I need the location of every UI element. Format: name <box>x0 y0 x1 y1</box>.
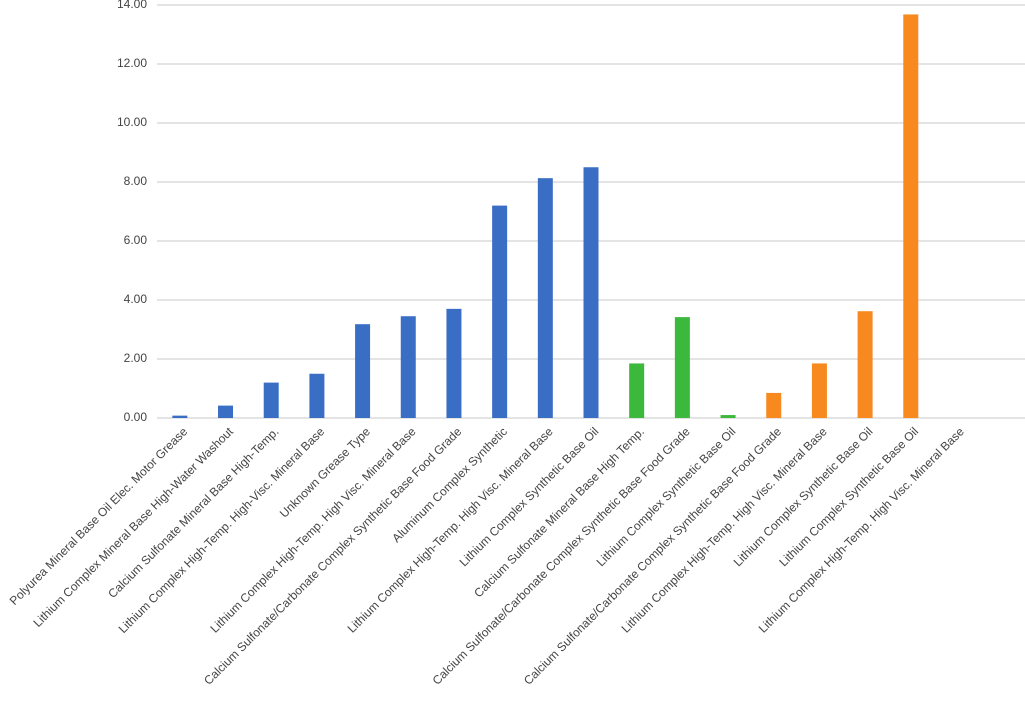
bar <box>629 363 645 418</box>
y-tick-label: 14.00 <box>117 0 147 11</box>
bar <box>857 311 873 418</box>
y-tick-label: 12.00 <box>117 56 147 70</box>
y-tick-label: 6.00 <box>124 233 148 247</box>
bar <box>218 405 234 418</box>
bar <box>583 167 599 418</box>
x-tick-label: Calcium Sulfonate Mineral Base High Temp… <box>471 424 647 600</box>
bar <box>309 373 325 418</box>
y-tick-label: 8.00 <box>124 174 148 188</box>
y-tick-label: 4.00 <box>124 292 148 306</box>
y-tick-label: 10.00 <box>117 115 147 129</box>
bar <box>674 317 690 418</box>
bar <box>903 14 919 418</box>
x-tick-label: Unknown Grease Type <box>277 424 373 520</box>
y-tick-label: 0.00 <box>124 410 148 424</box>
bar <box>811 363 827 418</box>
bar <box>537 178 553 418</box>
bar <box>446 308 462 418</box>
bar <box>263 382 279 418</box>
y-tick-label: 2.00 <box>124 351 148 365</box>
bar <box>400 316 416 418</box>
x-tick-label: Calcium Sulfonate Mineral Base High-Temp… <box>105 424 281 600</box>
x-tick-label: Lithium Complex Mineral Base High-Water … <box>30 424 236 630</box>
bar <box>172 415 188 418</box>
bar <box>720 415 736 418</box>
bar <box>766 392 782 418</box>
bar <box>355 324 371 418</box>
bar <box>492 205 508 418</box>
